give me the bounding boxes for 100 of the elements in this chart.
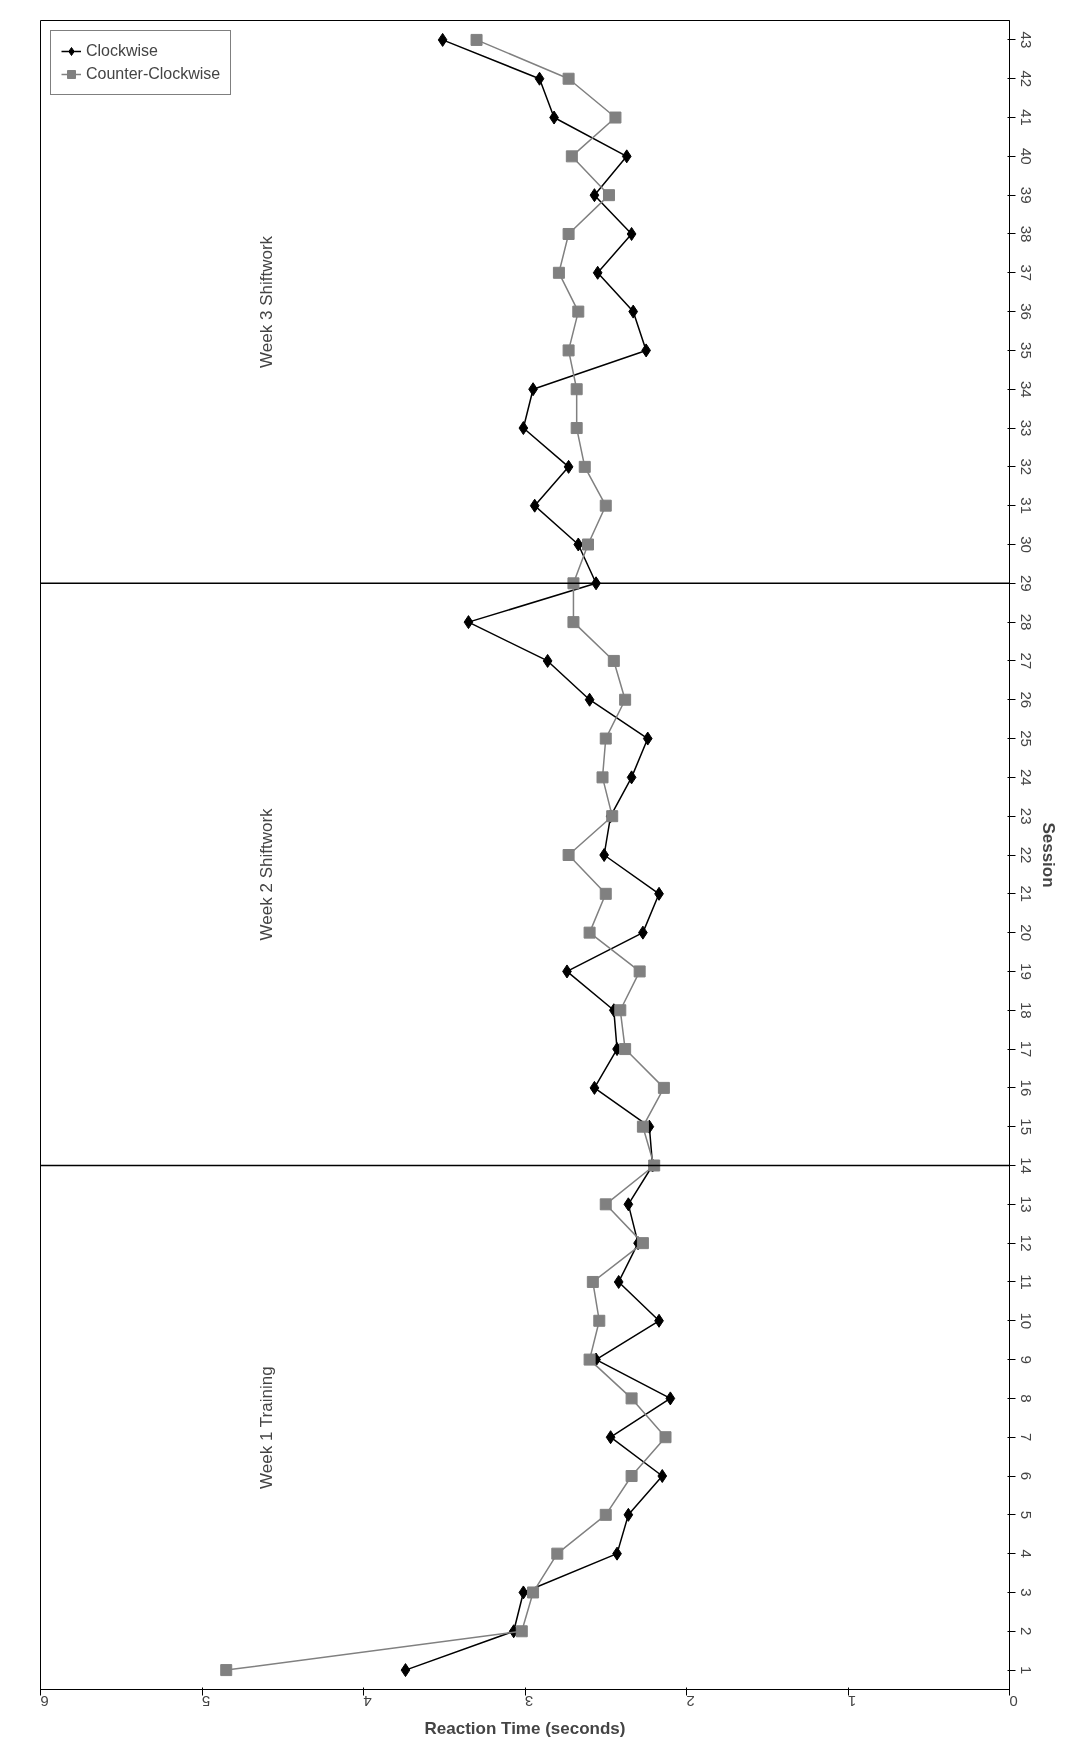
point [628, 304, 639, 319]
point [623, 1507, 634, 1522]
point [599, 887, 612, 900]
point [613, 1274, 624, 1289]
y-tick-label: 16 [1017, 1079, 1035, 1097]
y-tick-label: 9 [1017, 1355, 1035, 1364]
y-tick-label: 39 [1017, 186, 1035, 204]
point [562, 227, 575, 240]
point [552, 266, 565, 279]
point [527, 1586, 540, 1599]
point [623, 1197, 634, 1212]
y-tick-label: 3 [1017, 1588, 1035, 1597]
point [570, 422, 583, 435]
y-tick-label: 4 [1017, 1549, 1035, 1558]
point [657, 1081, 670, 1094]
point [636, 1237, 649, 1250]
point [584, 692, 595, 707]
x-axis-title: Reaction Time (seconds) [424, 1718, 626, 1738]
y-tick-label: 15 [1017, 1118, 1035, 1136]
point [562, 344, 575, 357]
point [599, 1198, 612, 1211]
y-tick-label: 13 [1017, 1195, 1035, 1213]
point [621, 149, 632, 164]
y-tick-label: 43 [1017, 31, 1035, 49]
annotation: Week 3 Shiftwork [257, 235, 277, 368]
y-tick-label: 31 [1017, 497, 1035, 515]
legend-label: Clockwise [86, 42, 159, 60]
point [599, 848, 609, 862]
y-tick-label: 22 [1017, 846, 1035, 864]
point [599, 732, 612, 745]
point [593, 1314, 606, 1327]
point [619, 1043, 632, 1056]
point [515, 1625, 528, 1638]
y-tick-label: 24 [1017, 769, 1035, 786]
point [583, 1353, 596, 1366]
point [589, 1080, 600, 1095]
y-tick-label: 10 [1017, 1312, 1035, 1330]
point [596, 771, 609, 784]
y-tick-label: 18 [1017, 1001, 1035, 1019]
point [567, 577, 580, 590]
y-tick-label: 29 [1017, 574, 1035, 592]
y-tick-label: 11 [1017, 1274, 1035, 1290]
point [463, 615, 474, 630]
y-tick-label: 27 [1017, 652, 1035, 670]
point [614, 1004, 627, 1017]
x-tick-label: 1 [848, 1692, 857, 1710]
legend-label: Counter-Clockwise [86, 65, 221, 83]
y-tick-label: 42 [1017, 70, 1035, 88]
y-tick-label: 21 [1017, 885, 1035, 903]
x-tick-label: 4 [363, 1692, 372, 1710]
x-tick-label: 3 [525, 1692, 534, 1710]
y-tick-label: 2 [1017, 1627, 1035, 1636]
point [636, 1120, 649, 1133]
point [602, 189, 615, 202]
point [563, 459, 574, 474]
point [605, 1430, 616, 1445]
y-tick-label: 37 [1017, 264, 1035, 282]
y-tick-label: 40 [1017, 148, 1035, 165]
point [573, 537, 584, 552]
y-tick-label: 8 [1017, 1394, 1035, 1403]
point [583, 926, 596, 939]
y-tick-label: 12 [1017, 1234, 1035, 1252]
point [567, 616, 580, 629]
y-tick-label: 35 [1017, 342, 1035, 359]
point [609, 111, 622, 124]
point [572, 305, 585, 318]
y-tick-label: 14 [1017, 1157, 1035, 1174]
point [551, 1547, 564, 1560]
point [470, 33, 483, 46]
point [589, 188, 600, 203]
point [570, 383, 583, 396]
point [626, 226, 637, 241]
point [599, 1508, 612, 1521]
point [220, 1664, 233, 1677]
point [586, 1275, 599, 1288]
y-tick-label: 6 [1017, 1471, 1035, 1481]
point [518, 1585, 529, 1600]
point [625, 1470, 638, 1483]
point [562, 72, 575, 85]
y-tick-label: 28 [1017, 613, 1035, 631]
y-tick-label: 30 [1017, 536, 1035, 553]
point [665, 1391, 676, 1406]
point [534, 71, 545, 86]
x-tick-label: 0 [1009, 1692, 1018, 1710]
point [578, 460, 591, 473]
y-tick-label: 5 [1017, 1510, 1035, 1520]
y-tick-label: 33 [1017, 419, 1035, 437]
x-tick-label: 5 [202, 1692, 211, 1710]
y-tick-label: 36 [1017, 303, 1035, 320]
point [542, 653, 553, 668]
y-tick-label: 17 [1017, 1040, 1035, 1058]
y-tick-label: 41 [1017, 109, 1035, 126]
point [581, 538, 594, 551]
y-tick-label: 26 [1017, 691, 1035, 709]
y-tick-label: 1 [1017, 1665, 1035, 1675]
point [562, 849, 575, 861]
point [518, 421, 529, 436]
point [626, 770, 637, 785]
point [529, 498, 540, 513]
x-tick-label: 6 [40, 1692, 49, 1710]
